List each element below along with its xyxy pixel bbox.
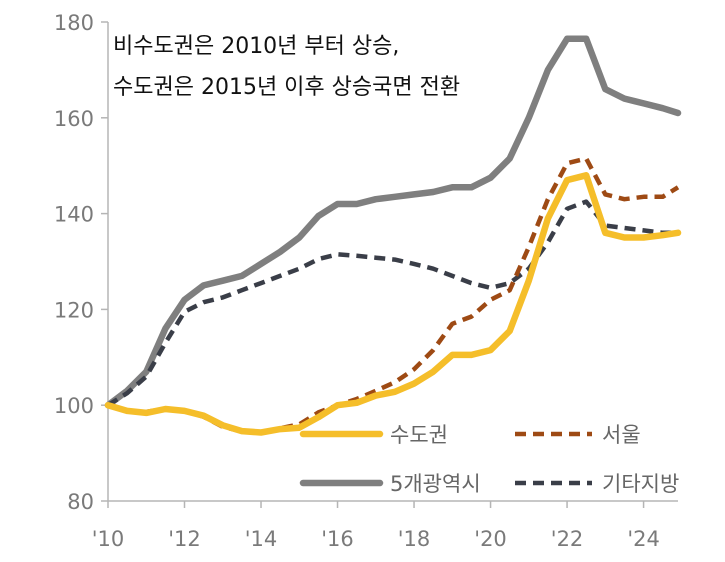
legend-item-metro-cities: 5개광역시 (299, 472, 481, 496)
y-tick-label: 140 (54, 203, 94, 227)
legend-label-seoul: 서울 (602, 423, 641, 447)
legend-label-other-provinces: 기타지방 (602, 472, 679, 496)
series-other-provinces-line (106, 199, 678, 408)
y-tick-label: 180 (54, 11, 94, 35)
y-tick-label: 160 (54, 107, 94, 131)
chart-annotation: 비수도권은 2010년 부터 상승, 수도권은 2015년 이후 상승국면 전환 (113, 34, 460, 100)
x-tick-label: '18 (398, 527, 431, 551)
x-tick-label: '20 (474, 527, 507, 551)
x-tick-label: '10 (92, 527, 125, 551)
x-tick-label: '22 (551, 527, 584, 551)
annotation-line-1: 비수도권은 2010년 부터 상승, (113, 34, 399, 59)
x-tick-label: '16 (321, 527, 354, 551)
x-tick-label: '24 (627, 527, 660, 551)
annotation-line-2: 수도권은 2015년 이후 상승국면 전환 (113, 75, 460, 100)
x-tick-label: '12 (168, 527, 201, 551)
x-tick-label: '14 (245, 527, 278, 551)
series-metro-cities-line (104, 35, 682, 409)
legend-item-seoul: 서울 (515, 423, 641, 447)
legend-label-seoul-metro: 수도권 (390, 423, 448, 447)
legend-item-seoul-metro: 수도권 (299, 423, 448, 447)
legend: 수도권 서울 5개광역시 기타지방 (299, 423, 679, 496)
y-tick-label: 80 (67, 490, 94, 514)
legend-label-metro-cities: 5개광역시 (390, 472, 481, 496)
y-tick-label: 120 (54, 298, 94, 322)
legend-item-other-provinces: 기타지방 (515, 472, 679, 496)
y-tick-label: 100 (54, 394, 94, 418)
x-axis: '10 '12 '14 '16 '18 '20 '22 '24 (92, 500, 678, 551)
y-axis: 80 100 120 140 160 180 (54, 11, 109, 514)
series-seoul-metro-line (104, 172, 682, 436)
series-layer (104, 35, 682, 436)
